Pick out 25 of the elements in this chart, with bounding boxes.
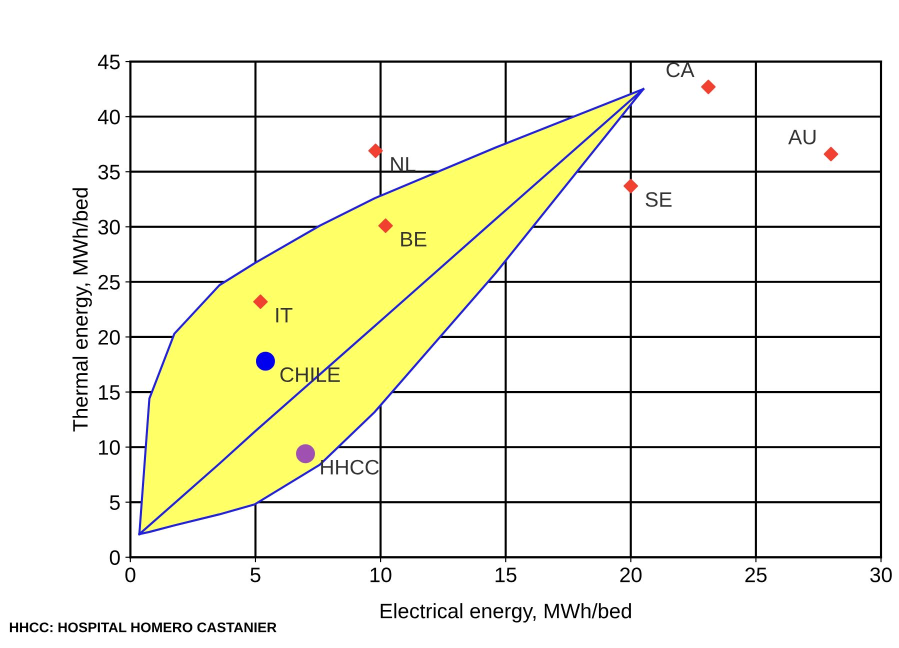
y-axis-title: Thermal energy, MWh/bed bbox=[72, 188, 92, 432]
text: HHCC: HOSPITAL HOMERO CASTANIER bbox=[10, 622, 276, 632]
y-tick-label: 35 bbox=[98, 164, 120, 180]
point bbox=[824, 146, 838, 162]
y-tick-label: 20 bbox=[98, 330, 120, 345]
x-tick-label: 30 bbox=[870, 568, 892, 582]
y-tick-label: 45 bbox=[98, 54, 120, 70]
annotation: SE bbox=[646, 192, 672, 207]
x-tick-label: 10 bbox=[370, 568, 392, 582]
x-axis-title: Electrical energy, MWh/bed bbox=[380, 603, 631, 623]
point bbox=[701, 80, 716, 94]
x-tick-label: 0 bbox=[125, 568, 136, 582]
y-tick-label: 40 bbox=[98, 110, 120, 124]
x-tick-label: 25 bbox=[745, 568, 767, 582]
y-tick-label: 0 bbox=[110, 550, 120, 566]
x-tick-label: 20 bbox=[620, 568, 642, 582]
y-tick-label: 5 bbox=[110, 495, 120, 510]
y-tick-label: 10 bbox=[99, 440, 120, 455]
annotation: AU bbox=[788, 130, 816, 144]
x-tick-label: 15 bbox=[496, 568, 516, 582]
x-tick-label: 5 bbox=[250, 568, 260, 582]
y-tick-label: 30 bbox=[98, 220, 120, 235]
y-tick-label: 15 bbox=[99, 385, 120, 400]
y-tick-label: 25 bbox=[98, 274, 120, 290]
annotation: CA bbox=[666, 62, 694, 78]
